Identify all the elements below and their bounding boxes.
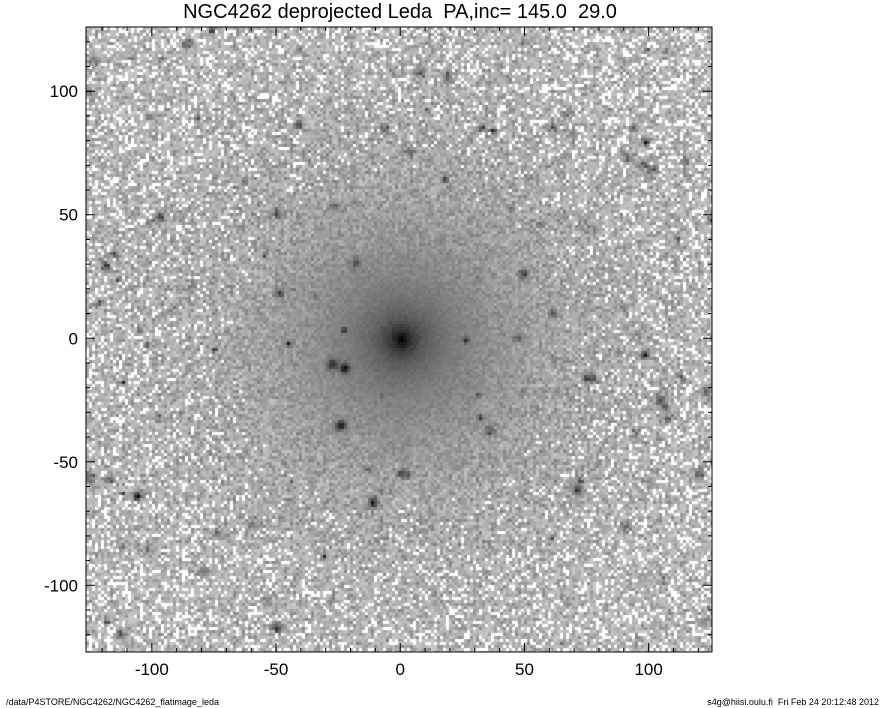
y-tick-label: -50 (53, 453, 78, 472)
y-tick-label: -100 (44, 576, 78, 595)
y-tick-label: 50 (59, 206, 78, 225)
x-tick-label: 50 (515, 660, 534, 679)
footer-path: /data/P4STORE/NGC4262/NGC4262_flatimage_… (6, 697, 219, 707)
y-tick-label: 0 (69, 329, 78, 348)
plot-frame (85, 26, 713, 653)
footer-user-date: s4g@hiisi.oulu.fi Fri Feb 24 20:12:48 20… (707, 697, 879, 707)
x-tick-label: -100 (135, 660, 169, 679)
x-tick-label: 0 (396, 660, 405, 679)
galaxy-image (86, 27, 712, 652)
chart-title-text: NGC4262 deprojected Leda PA,inc= 145.0 2… (183, 1, 617, 23)
y-tick-label: 100 (50, 82, 78, 101)
x-tick-label: 100 (634, 660, 662, 679)
x-tick-label: -50 (264, 660, 289, 679)
